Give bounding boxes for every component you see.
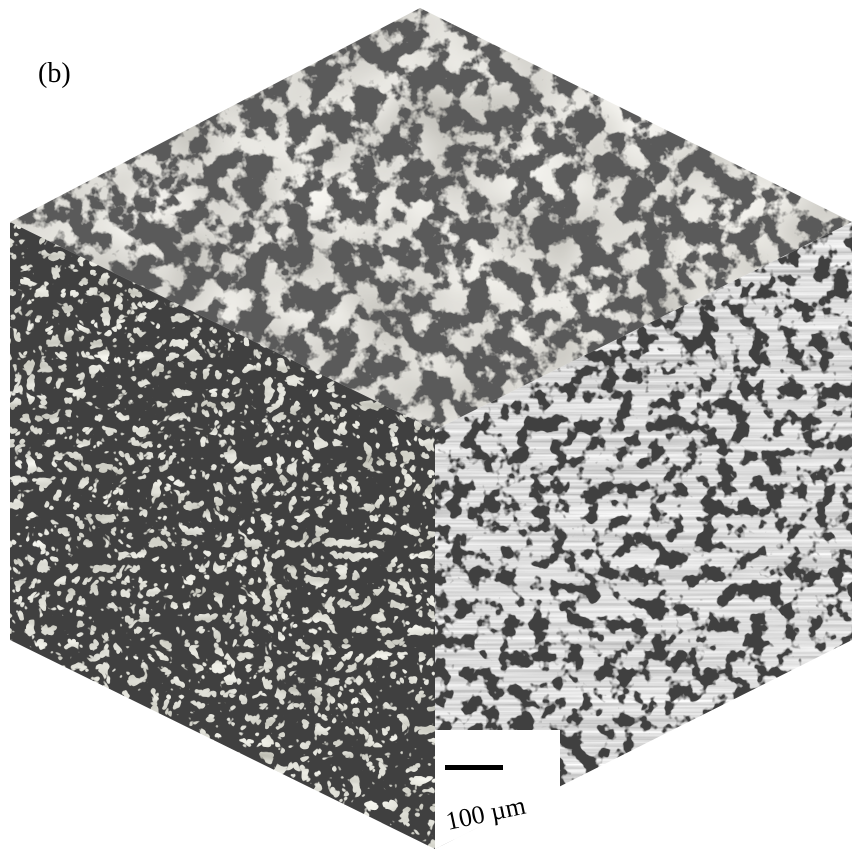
panel-label: (b) [38, 58, 71, 89]
scale-bar [445, 765, 503, 770]
figure: 100 µm (b) [0, 0, 852, 849]
